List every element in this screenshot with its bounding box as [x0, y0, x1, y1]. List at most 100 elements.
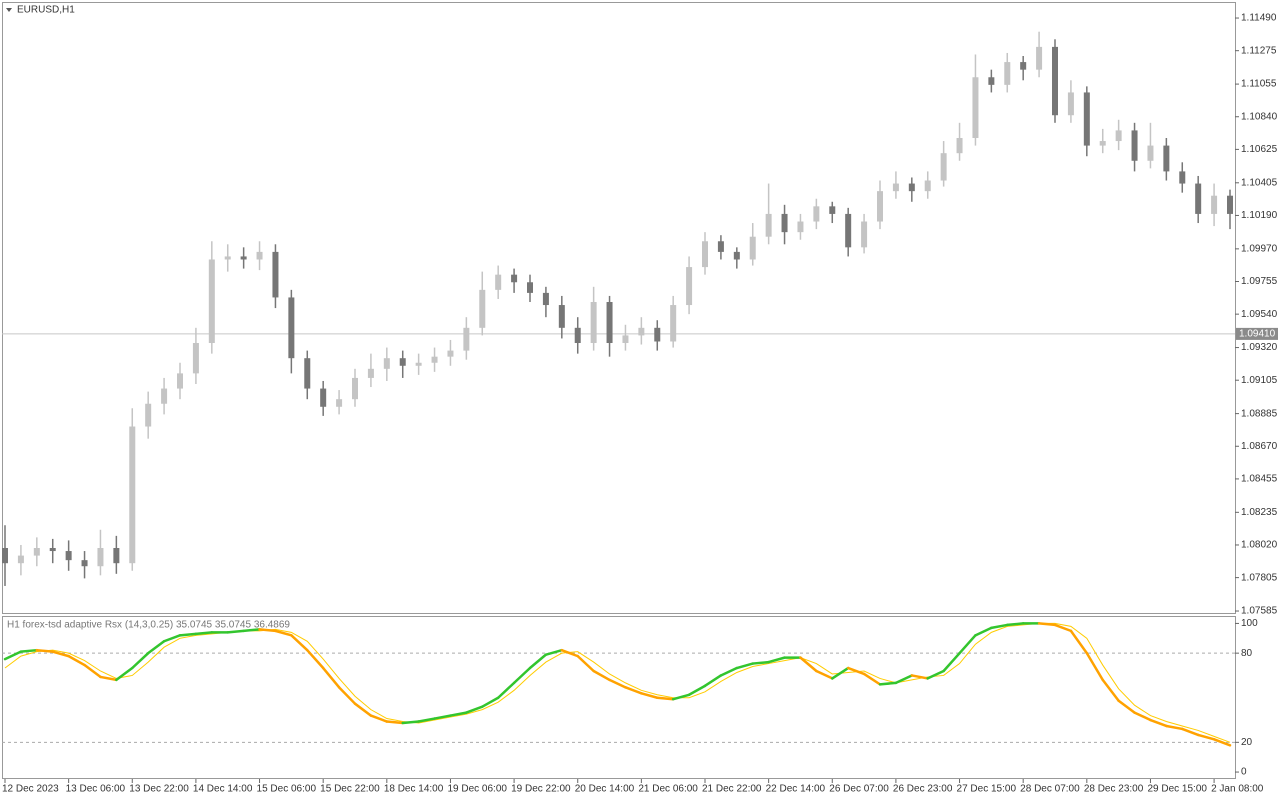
candle-body — [1163, 145, 1170, 172]
candle-body — [638, 327, 645, 336]
rsx-segment — [799, 656, 818, 673]
x-tick-label: 28 Dec 23:00 — [1084, 784, 1144, 795]
y-tick-label: 100 — [1241, 618, 1258, 629]
rsx-segment — [528, 653, 548, 670]
candle-body — [129, 426, 136, 564]
candle-body — [336, 399, 343, 407]
y-tick-label: 1.10405 — [1241, 177, 1278, 188]
candle-body — [1099, 141, 1106, 146]
rsx-segment — [337, 686, 357, 705]
rsx-segment — [1181, 727, 1200, 737]
y-tick-label: 1.10190 — [1241, 210, 1278, 221]
candle-body — [352, 377, 358, 400]
candle-body — [2, 548, 8, 564]
y-tick-label: 1.08020 — [1241, 540, 1278, 551]
rsx-segment — [290, 634, 309, 652]
rsx-segment — [481, 696, 500, 708]
candle-body — [1115, 130, 1122, 142]
x-tick-label: 20 Dec 14:00 — [575, 784, 635, 795]
candle-body — [1179, 171, 1186, 184]
rsx-segment — [1006, 622, 1025, 627]
rsx-segment — [369, 714, 389, 723]
rsx-segment — [990, 623, 1009, 630]
y-tick-label: 1.08455 — [1241, 474, 1278, 485]
candle-body — [383, 358, 390, 369]
dropdown-icon[interactable] — [6, 8, 12, 12]
rsx-segment — [671, 693, 691, 701]
current-price-label: 1.09410 — [1239, 329, 1276, 340]
candle-body — [208, 259, 215, 344]
rsx-segment — [512, 666, 532, 685]
y-tick-label: 80 — [1241, 648, 1253, 659]
rsx-segment — [1212, 738, 1232, 747]
rsx-segment — [194, 631, 214, 636]
rsx-segment — [35, 648, 54, 653]
rsx-segment — [624, 686, 643, 695]
x-tick-label: 19 Dec 22:00 — [511, 784, 571, 795]
candle-body — [670, 305, 677, 342]
candle-body — [272, 251, 279, 298]
y-tick-label: 20 — [1241, 737, 1253, 748]
rsx-segment — [67, 654, 86, 667]
candle-body — [908, 183, 915, 192]
candle-body — [877, 191, 883, 222]
rsx-segment — [1053, 623, 1073, 633]
rsx-segment — [1101, 678, 1120, 702]
rsx-segment — [465, 705, 484, 714]
candle-body — [956, 137, 963, 154]
x-tick-label: 21 Dec 22:00 — [702, 784, 762, 795]
x-tick-label: 26 Dec 07:00 — [829, 784, 889, 795]
rsx-segment — [449, 711, 468, 717]
candle-body — [97, 548, 104, 567]
candle-body — [161, 388, 168, 404]
candle-body — [1131, 130, 1138, 161]
rsx-segment — [385, 720, 404, 725]
candle-body — [845, 213, 852, 248]
rsx-segment — [1149, 718, 1168, 728]
rsx-segment — [242, 628, 261, 633]
candle-body — [240, 256, 247, 260]
price-panel — [2, 2, 1236, 614]
candle-body — [304, 358, 311, 389]
candle-body — [367, 368, 374, 378]
candle-body — [463, 327, 470, 351]
y-tick-label: 1.07585 — [1241, 606, 1278, 617]
rsx-segment — [146, 640, 166, 655]
candle-body — [574, 327, 581, 344]
candle-body — [511, 274, 518, 283]
rsx-segment — [1196, 733, 1216, 741]
candle-body — [1067, 92, 1074, 116]
rsx-segment — [544, 648, 564, 656]
x-tick-label: 27 Dec 15:00 — [957, 784, 1017, 795]
rsx-segment — [321, 666, 341, 689]
rsx-segment — [608, 678, 627, 689]
rsx-segment — [353, 702, 373, 717]
y-tick-label: 1.11055 — [1241, 79, 1277, 90]
candle-body — [447, 350, 454, 357]
y-tick-label: 1.09540 — [1241, 309, 1278, 320]
candle-body — [177, 373, 183, 389]
candle-body — [1227, 195, 1233, 214]
y-tick-label: 1.10840 — [1241, 111, 1278, 122]
indicator-panel — [2, 616, 1236, 779]
candle-body — [320, 388, 327, 407]
candle-body — [606, 302, 613, 344]
rsx-segment — [862, 672, 882, 686]
candle-body — [590, 302, 597, 344]
rsx-segment — [496, 681, 516, 699]
rsx-segment — [131, 651, 150, 670]
candle-body — [654, 327, 661, 342]
rsx-segment — [942, 651, 961, 673]
candle-body — [399, 358, 406, 366]
x-tick-label: 2 Jan 08:00 — [1211, 784, 1264, 795]
rsx-segment — [226, 629, 245, 634]
candle-body — [113, 548, 120, 564]
y-tick-label: 1.10625 — [1241, 144, 1278, 155]
candle-body — [972, 77, 979, 138]
candle-body — [1195, 183, 1202, 214]
rsx-segment — [640, 692, 659, 699]
y-tick-label: 1.11275 — [1241, 45, 1277, 56]
rsx-segment — [306, 648, 325, 670]
candle-body — [892, 183, 899, 192]
